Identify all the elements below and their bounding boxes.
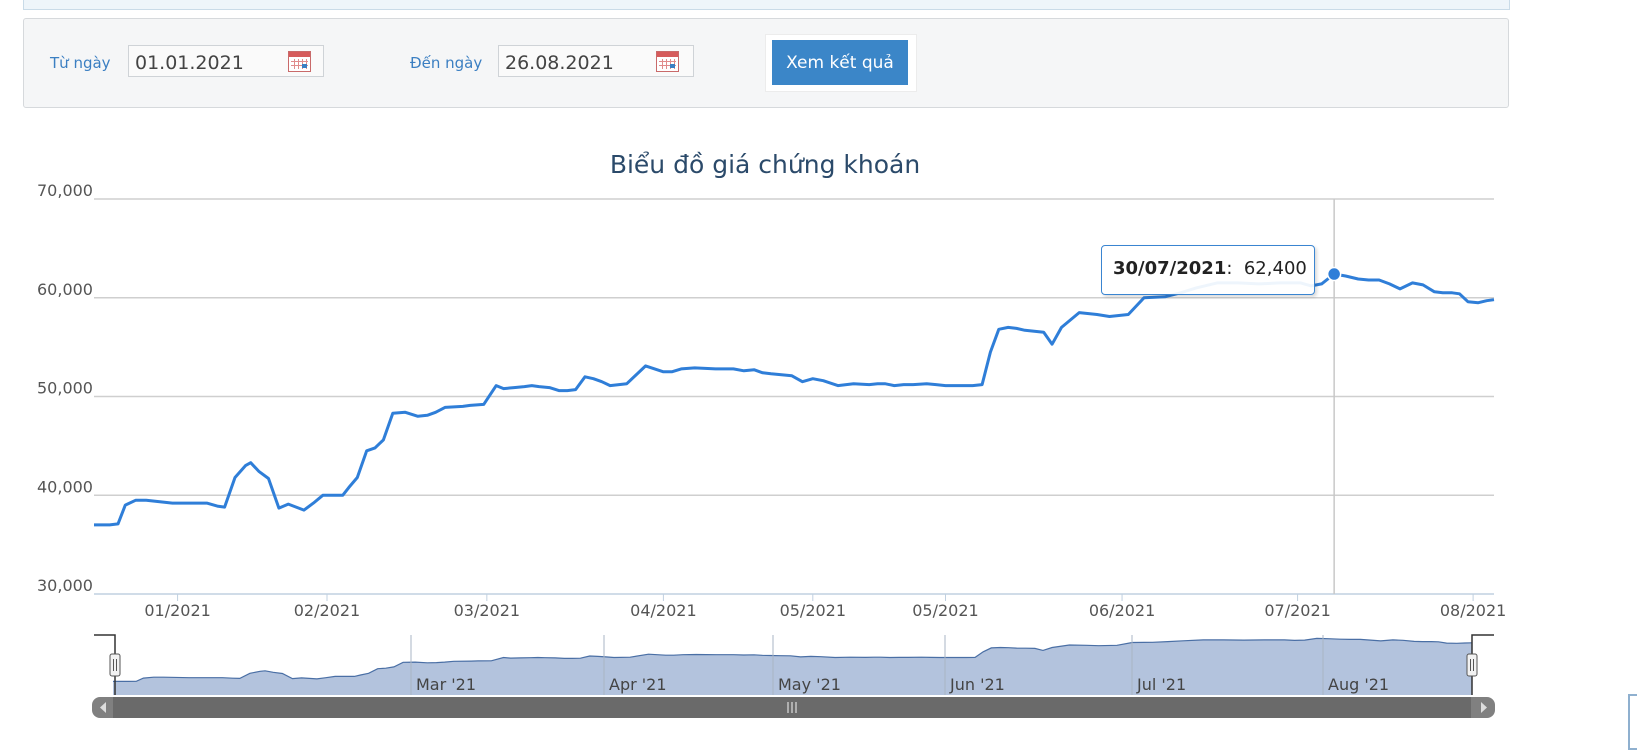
tooltip-date: 30/07/2021: [1113, 258, 1227, 279]
chart-tooltip: 30/07/2021: 62,400: [1101, 245, 1315, 295]
calendar-icon-grid: [659, 59, 676, 69]
to-date-label: Đến ngày: [410, 54, 483, 72]
x-tick-label: 03/2021: [454, 601, 520, 620]
y-tick-label: 40,000: [37, 477, 93, 496]
calendar-icon-mark: [670, 64, 675, 68]
y-tick-label: 50,000: [37, 379, 93, 398]
x-tick-label: 05/2021: [780, 601, 846, 620]
x-tick-label: 08/2021: [1440, 601, 1506, 620]
corner-widget: [1628, 694, 1637, 750]
navigator-label: May '21: [778, 675, 841, 694]
x-tick-label: 07/2021: [1264, 601, 1330, 620]
y-tick-label: 70,000: [37, 181, 93, 200]
y-tick-label: 60,000: [37, 280, 93, 299]
price-line: [94, 272, 1495, 527]
calendar-icon-grid: [291, 59, 308, 69]
x-tick-label: 01/2021: [144, 601, 210, 620]
highlight-point: [1326, 266, 1342, 282]
calendar-icon-mark: [302, 64, 307, 68]
navigator-line: [113, 637, 1473, 682]
navigator-label: Jun '21: [949, 675, 1005, 694]
grid-layer: 30,000 40,000 50,000 60,000 70,000 01/2021 02/…: [37, 181, 1506, 620]
tooltip-value: 62,400: [1243, 258, 1307, 279]
navigator-label: Mar '21: [416, 675, 476, 694]
chart-title: Biểu đồ giá chứng khoán: [609, 150, 921, 179]
navigator-label: Aug '21: [1328, 675, 1389, 694]
tooltip-separator: :: [1226, 258, 1244, 279]
navigator-label: Apr '21: [609, 675, 667, 694]
x-tick-label: 04/2021: [630, 601, 696, 620]
top-strip: [23, 0, 1510, 10]
calendar-icon-header: [289, 52, 310, 57]
x-tick-label: 06/2021: [1089, 601, 1155, 620]
x-tick-label: 02/2021: [294, 601, 360, 620]
navigator-label: Jul '21: [1136, 675, 1186, 694]
scroll-left-arrow-icon: [100, 702, 106, 713]
y-tick-label: 30,000: [37, 576, 93, 595]
from-date-label: Từ ngày: [50, 54, 111, 72]
calendar-icon[interactable]: [656, 51, 679, 72]
calendar-icon-header: [657, 52, 678, 57]
scroll-right-arrow-icon: [1481, 702, 1487, 713]
view-results-button[interactable]: Xem kết quả: [772, 40, 908, 85]
calendar-icon[interactable]: [288, 51, 311, 72]
x-tick-label: 05/2021: [912, 601, 978, 620]
navigator-handle: [1466, 653, 1478, 677]
navigator-handle: [109, 653, 121, 677]
navigator: Mar '21 Apr '21 May '21 Jun '21 Jul '21 Aug '…: [92, 634, 1495, 718]
